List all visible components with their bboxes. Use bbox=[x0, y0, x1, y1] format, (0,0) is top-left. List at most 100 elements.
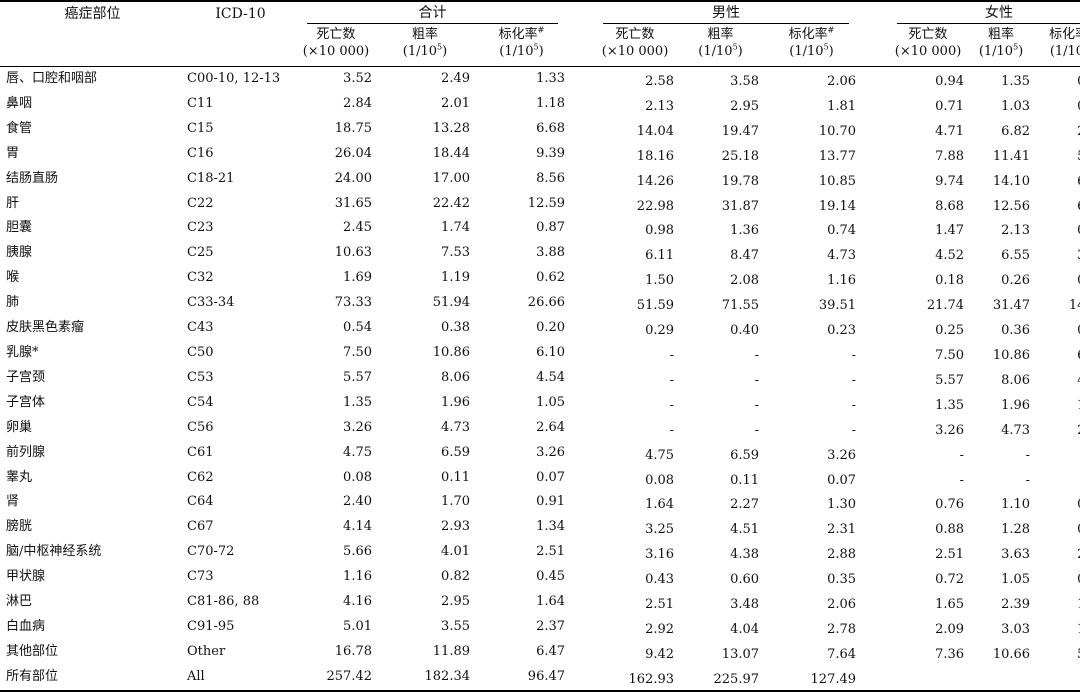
asr-cell: - bbox=[851, 397, 857, 413]
asr-cell: 9.39 bbox=[536, 145, 566, 161]
crude-rate-cell: 2.27 bbox=[730, 497, 760, 513]
group-header-female: 女性 bbox=[888, 1, 1080, 24]
spacer-cell bbox=[860, 117, 888, 142]
table-row: 胃 C16 26.04 18.44 9.39 18.16 25.18 13.77 7.88 11.… bbox=[0, 142, 1080, 167]
icd-code-cell: C50 bbox=[187, 344, 214, 360]
deaths-cell: 10.63 bbox=[334, 245, 372, 261]
asr-cell: 127.49 bbox=[810, 671, 857, 687]
deaths-cell: 1.16 bbox=[343, 569, 372, 585]
cancer-site-cell: 白血病 bbox=[6, 618, 46, 634]
spacer-cell bbox=[860, 441, 888, 466]
crude-rate-cell: - bbox=[1025, 447, 1031, 463]
crude-rate-cell: 2.01 bbox=[441, 95, 470, 111]
icd-code-cell: C67 bbox=[187, 519, 214, 535]
crude-rate-cell: 6.55 bbox=[1001, 248, 1031, 264]
deaths-cell: 5.01 bbox=[343, 618, 372, 634]
asr-cell: 0.91 bbox=[536, 494, 566, 510]
crude-rate-cell: 0.26 bbox=[1001, 273, 1031, 289]
asr-cell: 7.64 bbox=[827, 646, 857, 662]
deaths-cell: 0.76 bbox=[935, 497, 965, 513]
table-row: 淋巴 C81-86, 88 4.16 2.95 1.64 2.51 3.48 2.06 1.65… bbox=[0, 590, 1080, 615]
deaths-cell: 3.25 bbox=[645, 522, 675, 538]
crude-rate-cell: 8.06 bbox=[1001, 372, 1031, 388]
deaths-cell: 2.45 bbox=[343, 220, 372, 236]
cancer-site-cell: 胰腺 bbox=[6, 245, 33, 261]
icd-code-cell: C43 bbox=[187, 320, 214, 336]
table-row: 结肠直肠 C18-21 24.00 17.00 8.56 14.26 19.78 10.85 9… bbox=[0, 167, 1080, 192]
deaths-cell: 4.75 bbox=[343, 444, 372, 460]
spacer-cell bbox=[860, 92, 888, 117]
asr-cell: 0.45 bbox=[536, 569, 566, 585]
site-column-header: 癌症部位 bbox=[64, 6, 121, 22]
spacer-cell bbox=[569, 640, 592, 665]
group-header-total: 合计 bbox=[296, 1, 569, 24]
spacer-cell bbox=[860, 241, 888, 266]
table-row: 甲状腺 C73 1.16 0.82 0.45 0.43 0.60 0.35 0.72 1.050.… bbox=[0, 565, 1080, 590]
icd-code-cell: C70-72 bbox=[187, 544, 235, 560]
crude-rate-cell: 3.58 bbox=[730, 74, 760, 89]
crude-rate-cell: 3.63 bbox=[1001, 547, 1031, 563]
icd-code-cell: C15 bbox=[187, 120, 214, 136]
crude-rate-cell: 6.59 bbox=[730, 447, 760, 463]
asr-cell: 6.10 bbox=[1034, 341, 1080, 366]
crude-rate-cell: 6.82 bbox=[1001, 123, 1031, 139]
table-row: 脑/中枢神经系统 C70-72 5.66 4.01 2.51 3.16 4.38 2.88 2.… bbox=[0, 540, 1080, 565]
deaths-cell: 6.11 bbox=[645, 248, 675, 264]
asr-cell: 5.37 bbox=[1034, 640, 1080, 665]
deaths-cell: 1.47 bbox=[935, 223, 965, 239]
deaths-cell: 4.75 bbox=[645, 447, 675, 463]
deaths-cell: 4.52 bbox=[935, 248, 965, 264]
deaths-cell: - bbox=[669, 397, 675, 413]
deaths-cell: 16.78 bbox=[334, 643, 372, 659]
cancer-site-cell: 肝 bbox=[6, 195, 20, 211]
crude-rate-cell: 2.13 bbox=[1001, 223, 1031, 239]
crude-rate-cell: 11.41 bbox=[992, 148, 1031, 164]
crude-rate-cell: 4.51 bbox=[730, 522, 760, 538]
deaths-cell: 7.50 bbox=[343, 344, 372, 360]
spacer-cell bbox=[569, 565, 592, 590]
crude-rate-cell: 182.34 bbox=[424, 668, 471, 684]
deaths-cell: 9.42 bbox=[645, 646, 675, 662]
spacer-cell bbox=[860, 615, 888, 640]
group-header-male: 男性 bbox=[592, 1, 860, 24]
asr-cell: 5.34 bbox=[1034, 142, 1080, 167]
crude-rate-cell: 3.03 bbox=[1001, 621, 1031, 637]
asr-cell: 0.18 bbox=[1034, 316, 1080, 341]
spacer-cell bbox=[860, 515, 888, 540]
crude-rate-cell: 1.10 bbox=[1001, 497, 1031, 513]
deaths-cell: 2.58 bbox=[645, 74, 675, 89]
crude-rate-cell: 13.28 bbox=[432, 120, 470, 136]
spacer-cell bbox=[860, 391, 888, 416]
deaths-cell: 2.40 bbox=[343, 494, 372, 510]
asr-cell: 4.54 bbox=[536, 369, 566, 385]
crude-rate-cell: 22.42 bbox=[432, 195, 470, 211]
deaths-cell: 3.52 bbox=[343, 71, 372, 86]
crude-rate-cell: 4.73 bbox=[441, 419, 470, 435]
asr-header: 标化率#(1/105) bbox=[1049, 27, 1080, 59]
spacer-cell bbox=[569, 316, 592, 341]
deaths-cell: 73.33 bbox=[334, 295, 372, 311]
crude-rate-cell bbox=[968, 665, 1034, 691]
deaths-cell: 5.66 bbox=[343, 544, 372, 560]
crude-rate-cell: 10.86 bbox=[432, 344, 470, 360]
spacer-cell bbox=[569, 416, 592, 441]
crude-rate-cell: 12.56 bbox=[992, 198, 1031, 214]
deaths-cell: 31.65 bbox=[334, 195, 372, 211]
crude-rate-cell: 8.06 bbox=[441, 369, 470, 385]
icd-code-cell: C11 bbox=[187, 95, 214, 111]
asr-cell: 0.55 bbox=[1034, 565, 1080, 590]
asr-cell: 0.52 bbox=[1034, 515, 1080, 540]
crude-rate-cell: 19.47 bbox=[721, 123, 760, 139]
deaths-cell: 3.26 bbox=[935, 422, 965, 438]
spacer-cell bbox=[569, 540, 592, 565]
asr-cell: - bbox=[851, 347, 857, 363]
spacer-cell bbox=[569, 665, 592, 691]
asr-cell: 2.06 bbox=[827, 74, 857, 89]
asr-cell: 3.06 bbox=[1034, 241, 1080, 266]
asr-cell: 3.88 bbox=[536, 245, 566, 261]
crude-rate-cell: 1.05 bbox=[1001, 572, 1031, 588]
